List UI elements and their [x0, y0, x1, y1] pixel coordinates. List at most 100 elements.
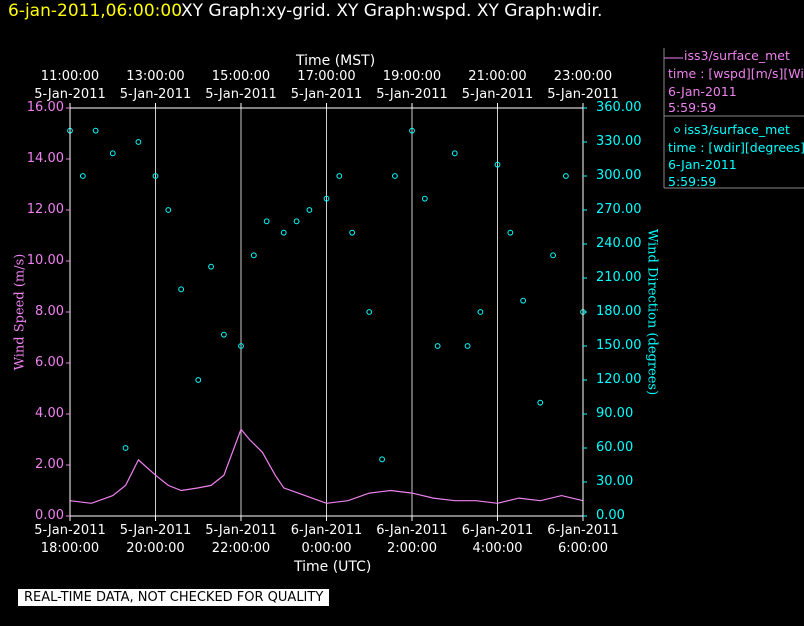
wdir-point: [336, 173, 343, 179]
right-axis-title: Wind Direction (degrees): [644, 228, 660, 396]
wdir-point: [263, 218, 270, 225]
title-graph-names: XY Graph:xy-grid. XY Graph:wspd. XY Grap…: [181, 1, 603, 21]
left-tick-label: 0.00: [35, 508, 64, 523]
right-tick-label: 330.00: [596, 134, 642, 149]
top-tick-date: 5-Jan-2011: [461, 87, 534, 102]
right-tick-label: 120.00: [596, 372, 642, 387]
top-tick-date: 5-Jan-2011: [547, 87, 619, 102]
legend-wdir-swatch: [674, 127, 680, 133]
top-tick-time: 23:00:00: [553, 69, 613, 84]
bottom-tick-date: 6-Jan-2011: [547, 523, 619, 538]
wdir-point: [79, 173, 86, 179]
bottom-tick-time: 22:00:00: [211, 541, 271, 556]
left-tick-label: 16.00: [26, 100, 64, 115]
bottom-tick-date: 5-Jan-2011: [34, 523, 106, 538]
left-tick-label: 10.00: [26, 253, 64, 268]
top-tick-date: 5-Jan-2011: [34, 87, 106, 102]
wdir-point: [366, 309, 373, 315]
legend-wspd-time: 5:59:59: [668, 100, 717, 115]
wdir-point: [434, 343, 441, 349]
wdir-point: [109, 150, 116, 157]
bottom-tick-time: 6:00:00: [557, 541, 609, 556]
wspd-series: [69, 428, 584, 504]
left-tick-label: 8.00: [35, 304, 64, 319]
right-tick-label: 240.00: [596, 236, 642, 251]
bottom-tick-date: 6-Jan-2011: [376, 523, 448, 538]
wdir-point: [349, 229, 356, 236]
bottom-tick-time: 2:00:00: [386, 541, 438, 556]
bottom-tick-date: 6-Jan-2011: [290, 523, 363, 538]
wdir-point: [421, 195, 428, 202]
top-tick-time: 13:00:00: [126, 69, 185, 84]
top-tick-date: 5-Jan-2011: [290, 87, 363, 102]
top-tick-time: 17:00:00: [297, 69, 356, 84]
wdir-point: [520, 297, 527, 304]
qc-notice: REAL-TIME DATA, NOT CHECKED FOR QUALITY: [18, 589, 330, 606]
bottom-axis-title: Time (UTC): [294, 559, 372, 575]
wdir-point: [152, 173, 159, 179]
left-axis-title: Wind Speed (m/s): [12, 253, 28, 371]
top-tick-date: 5-Jan-2011: [376, 87, 448, 102]
wdir-point: [165, 207, 172, 213]
wdir-point: [306, 207, 313, 213]
wdir-point: [550, 252, 556, 259]
right-tick-label: 90.00: [596, 406, 634, 421]
right-tick-label: 360.00: [596, 100, 642, 115]
left-tick-label: 12.00: [26, 202, 64, 217]
wdir-point: [392, 173, 398, 179]
top-tick-date: 5-Jan-2011: [205, 87, 277, 102]
right-tick-label: 30.00: [596, 474, 634, 489]
right-tick-label: 300.00: [596, 168, 642, 183]
top-tick-time: 15:00:00: [211, 69, 271, 84]
legend-wdir-time: 5:59:59: [668, 174, 717, 189]
wdir-point: [464, 343, 471, 349]
top-tick-time: 11:00:00: [40, 69, 100, 84]
legend-wdir-date: 6-Jan-2011: [668, 157, 737, 172]
axis-ticks: [66, 103, 587, 521]
wdir-point: [477, 309, 484, 315]
wdir-point: [208, 263, 214, 270]
wdir-point: [92, 127, 99, 134]
top-axis-title: Time (MST): [296, 53, 376, 69]
left-tick-label: 6.00: [35, 355, 64, 370]
legend-wspd-date: 6-Jan-2011: [668, 84, 737, 99]
wdir-point: [409, 127, 415, 134]
legend-wdir-name: iss3/surface_met: [684, 122, 790, 137]
bottom-tick-date: 5-Jan-2011: [119, 523, 192, 538]
bottom-tick-time: 18:00:00: [40, 541, 100, 556]
wdir-point: [451, 150, 458, 157]
bottom-tick-time: 4:00:00: [472, 541, 523, 556]
wdir-point: [250, 252, 257, 259]
title-date: 6-jan-2011,06:00:00: [8, 1, 183, 21]
wdir-point: [507, 229, 514, 236]
right-tick-label: 180.00: [596, 304, 642, 319]
wdir-point: [122, 445, 129, 451]
right-tick-label: 210.00: [596, 270, 642, 285]
grid-lines: [155, 108, 584, 516]
left-tick-label: 14.00: [26, 151, 64, 166]
right-tick-label: 60.00: [596, 440, 634, 455]
wdir-point: [494, 161, 501, 168]
top-tick-time: 19:00:00: [382, 69, 442, 84]
right-tick-label: 270.00: [596, 202, 642, 217]
wdir-point: [195, 377, 202, 383]
bottom-tick-time: 0:00:00: [301, 541, 352, 556]
wdir-point: [537, 399, 544, 406]
right-tick-label: 0.00: [596, 508, 625, 523]
wdir-point: [238, 343, 244, 349]
wdir-series: [67, 127, 586, 463]
wdir-point: [323, 195, 330, 202]
legend-wspd-var: time : [wspd][m/s][Wind: [668, 66, 804, 81]
right-tick-label: 150.00: [596, 338, 642, 353]
top-tick-time: 21:00:00: [468, 69, 527, 84]
wdir-point: [221, 331, 227, 338]
wspd-line: [69, 428, 584, 504]
left-tick-label: 4.00: [35, 406, 64, 421]
legend-wspd-name: iss3/surface_met: [684, 48, 790, 63]
wdir-point: [280, 229, 287, 236]
wdir-point: [379, 456, 385, 463]
wdir-point: [178, 286, 185, 293]
bottom-tick-date: 5-Jan-2011: [205, 523, 277, 538]
top-tick-date: 5-Jan-2011: [119, 87, 192, 102]
